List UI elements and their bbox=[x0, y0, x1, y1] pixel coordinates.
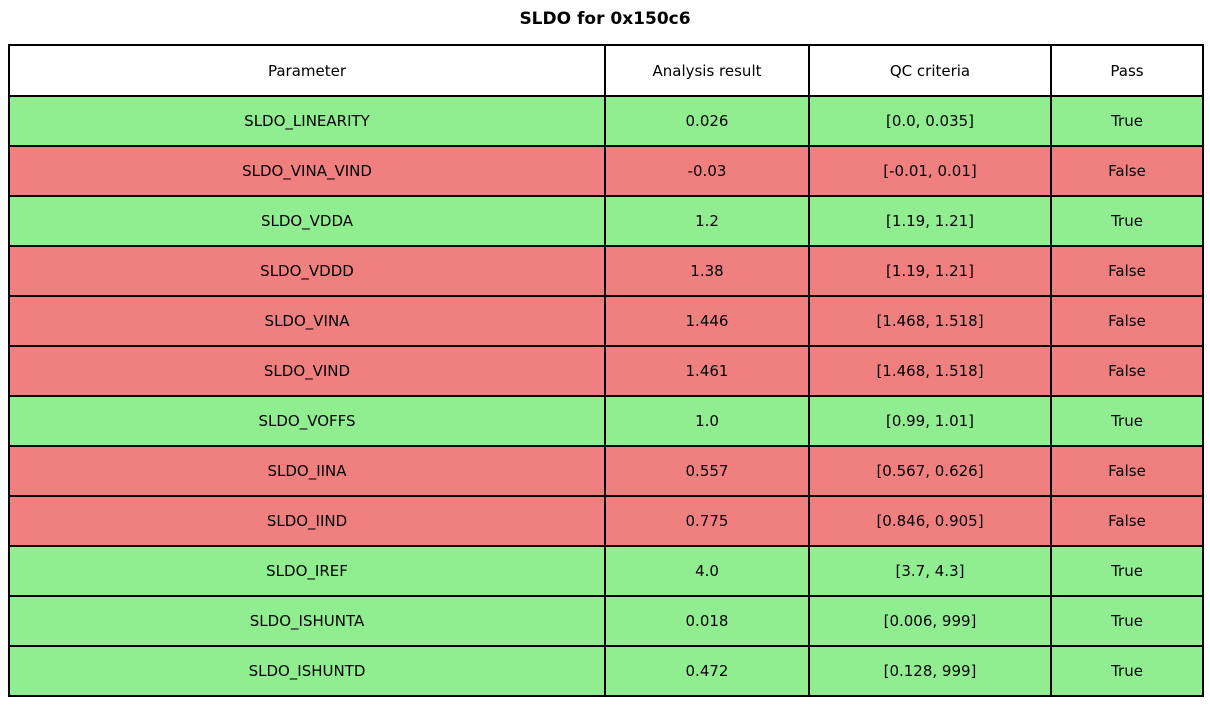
cell-criteria: [1.468, 1.518] bbox=[808, 295, 1052, 347]
cell-criteria: [1.468, 1.518] bbox=[808, 345, 1052, 397]
cell-pass: False bbox=[1050, 445, 1204, 497]
cell-pass: False bbox=[1050, 295, 1204, 347]
cell-criteria: [0.846, 0.905] bbox=[808, 495, 1052, 547]
cell-pass: False bbox=[1050, 495, 1204, 547]
table-row: SLDO_IREF 4.0 [3.7, 4.3] True bbox=[8, 545, 1204, 597]
cell-parameter: SLDO_VINA_VIND bbox=[8, 145, 606, 197]
table-row: SLDO_VDDA 1.2 [1.19, 1.21] True bbox=[8, 195, 1204, 247]
cell-parameter: SLDO_VDDD bbox=[8, 245, 606, 297]
table-body: SLDO_LINEARITY 0.026 [0.0, 0.035] True SLDO_… bbox=[8, 95, 1204, 697]
cell-criteria: [3.7, 4.3] bbox=[808, 545, 1052, 597]
cell-pass: True bbox=[1050, 595, 1204, 647]
cell-criteria: [0.0, 0.035] bbox=[808, 95, 1052, 147]
cell-parameter: SLDO_IREF bbox=[8, 545, 606, 597]
table-row: SLDO_IIND 0.775 [0.846, 0.905] False bbox=[8, 495, 1204, 547]
column-header-qc-criteria: QC criteria bbox=[808, 44, 1052, 97]
cell-criteria: [1.19, 1.21] bbox=[808, 245, 1052, 297]
cell-parameter: SLDO_LINEARITY bbox=[8, 95, 606, 147]
cell-parameter: SLDO_ISHUNTA bbox=[8, 595, 606, 647]
cell-result: 0.026 bbox=[604, 95, 810, 147]
cell-result: 0.775 bbox=[604, 495, 810, 547]
cell-parameter: SLDO_VINA bbox=[8, 295, 606, 347]
cell-parameter: SLDO_IIND bbox=[8, 495, 606, 547]
table-row: SLDO_VINA_VIND -0.03 [-0.01, 0.01] False bbox=[8, 145, 1204, 197]
cell-result: 1.38 bbox=[604, 245, 810, 297]
header-row: Parameter Analysis result QC criteria Pa… bbox=[8, 44, 1204, 97]
cell-result: -0.03 bbox=[604, 145, 810, 197]
cell-pass: False bbox=[1050, 145, 1204, 197]
cell-parameter: SLDO_VDDA bbox=[8, 195, 606, 247]
cell-parameter: SLDO_ISHUNTD bbox=[8, 645, 606, 697]
table-row: SLDO_VIND 1.461 [1.468, 1.518] False bbox=[8, 345, 1204, 397]
column-header-analysis-result: Analysis result bbox=[604, 44, 810, 97]
cell-pass: False bbox=[1050, 345, 1204, 397]
cell-result: 1.446 bbox=[604, 295, 810, 347]
cell-pass: False bbox=[1050, 245, 1204, 297]
table-row: SLDO_VOFFS 1.0 [0.99, 1.01] True bbox=[8, 395, 1204, 447]
table-row: SLDO_VDDD 1.38 [1.19, 1.21] False bbox=[8, 245, 1204, 297]
table-row: SLDO_IINA 0.557 [0.567, 0.626] False bbox=[8, 445, 1204, 497]
page-title: SLDO for 0x150c6 bbox=[519, 9, 691, 29]
table-row: SLDO_ISHUNTD 0.472 [0.128, 999] True bbox=[8, 645, 1204, 697]
qc-results-table: Parameter Analysis result QC criteria Pa… bbox=[8, 44, 1204, 697]
cell-parameter: SLDO_VIND bbox=[8, 345, 606, 397]
cell-pass: True bbox=[1050, 545, 1204, 597]
table-row: SLDO_VINA 1.446 [1.468, 1.518] False bbox=[8, 295, 1204, 347]
cell-result: 1.0 bbox=[604, 395, 810, 447]
cell-criteria: [1.19, 1.21] bbox=[808, 195, 1052, 247]
cell-pass: True bbox=[1050, 395, 1204, 447]
cell-result: 0.557 bbox=[604, 445, 810, 497]
cell-result: 0.018 bbox=[604, 595, 810, 647]
table-row: SLDO_LINEARITY 0.026 [0.0, 0.035] True bbox=[8, 95, 1204, 147]
cell-criteria: [0.128, 999] bbox=[808, 645, 1052, 697]
cell-pass: True bbox=[1050, 195, 1204, 247]
cell-parameter: SLDO_IINA bbox=[8, 445, 606, 497]
table-row: SLDO_ISHUNTA 0.018 [0.006, 999] True bbox=[8, 595, 1204, 647]
cell-criteria: [-0.01, 0.01] bbox=[808, 145, 1052, 197]
cell-result: 4.0 bbox=[604, 545, 810, 597]
cell-result: 0.472 bbox=[604, 645, 810, 697]
cell-parameter: SLDO_VOFFS bbox=[8, 395, 606, 447]
cell-criteria: [0.567, 0.626] bbox=[808, 445, 1052, 497]
cell-pass: True bbox=[1050, 645, 1204, 697]
cell-pass: True bbox=[1050, 95, 1204, 147]
cell-criteria: [0.006, 999] bbox=[808, 595, 1052, 647]
cell-result: 1.461 bbox=[604, 345, 810, 397]
column-header-parameter: Parameter bbox=[8, 44, 606, 97]
column-header-pass: Pass bbox=[1050, 44, 1204, 97]
cell-criteria: [0.99, 1.01] bbox=[808, 395, 1052, 447]
cell-result: 1.2 bbox=[604, 195, 810, 247]
table-header: Parameter Analysis result QC criteria Pa… bbox=[8, 44, 1204, 97]
